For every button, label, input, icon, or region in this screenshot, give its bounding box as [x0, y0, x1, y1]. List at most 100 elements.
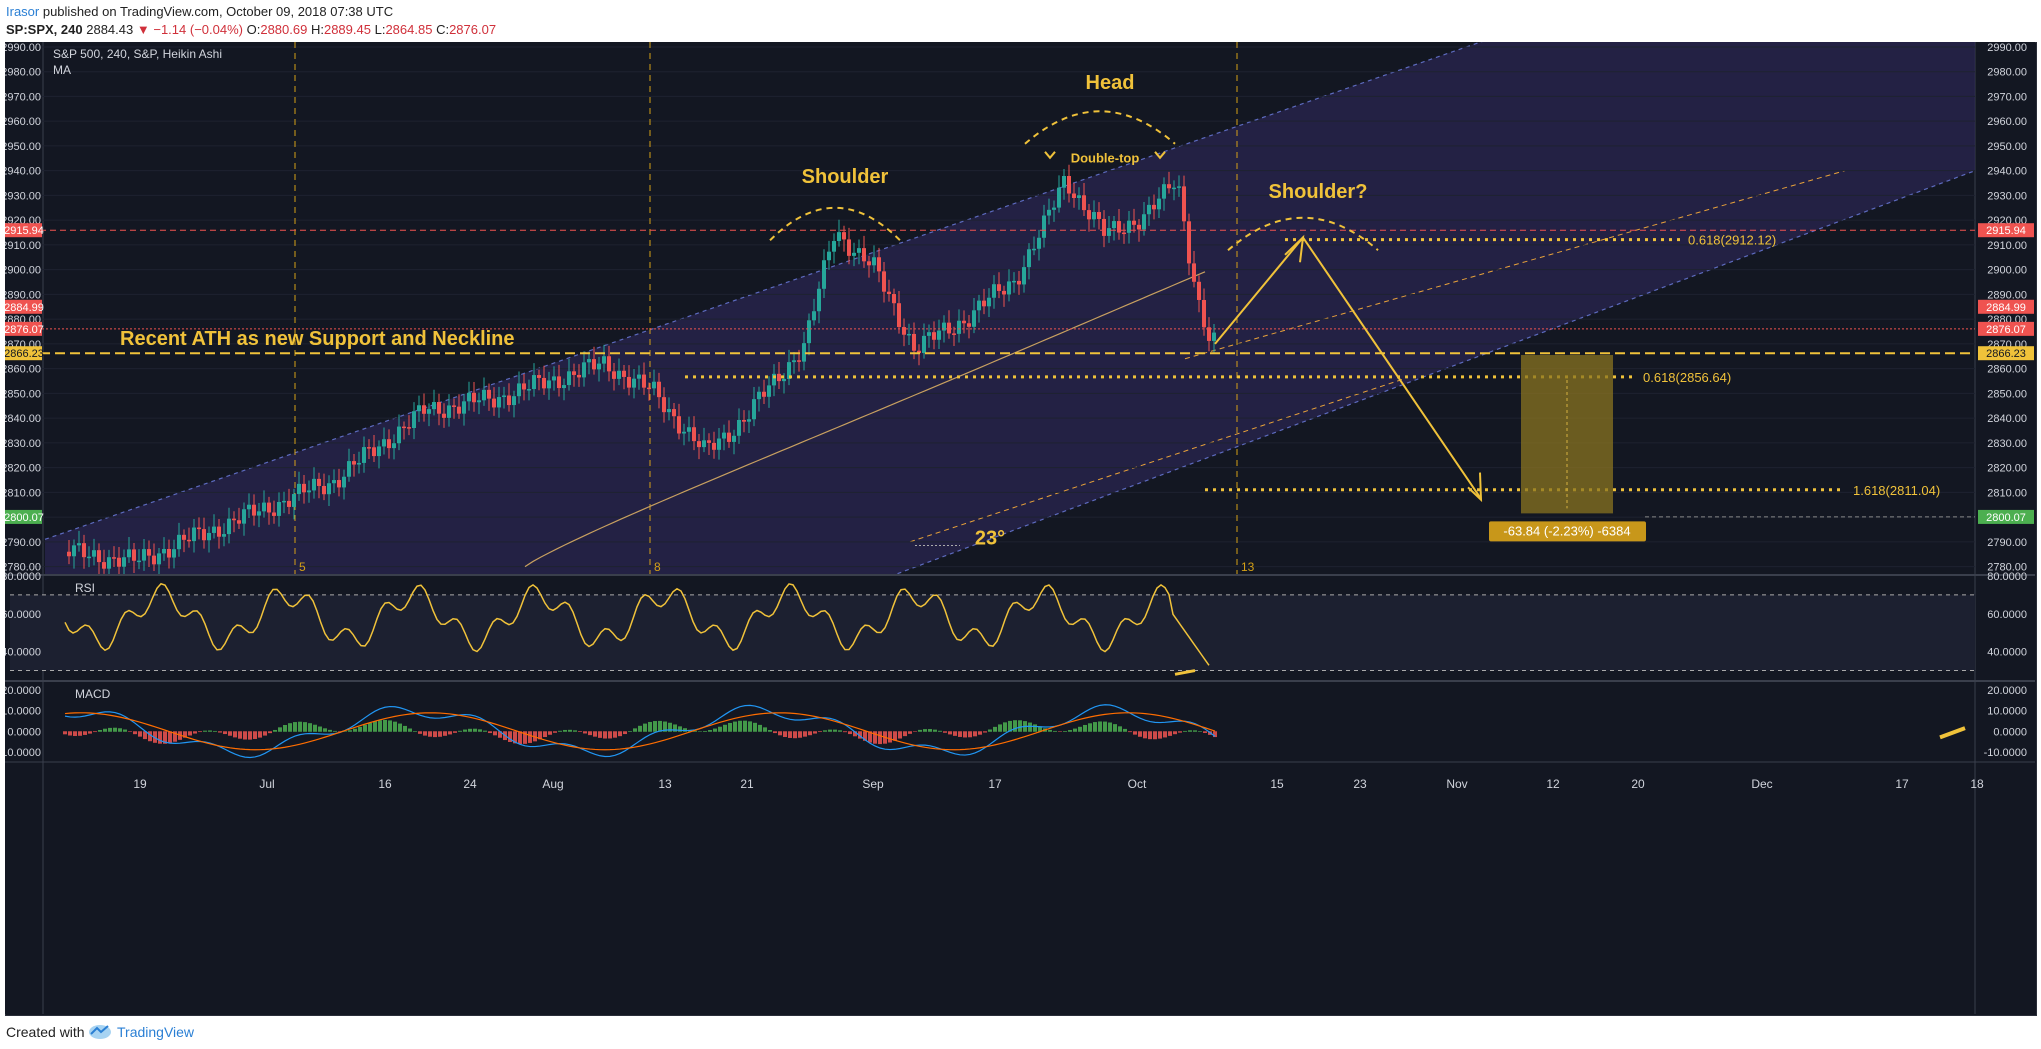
macd-left-tick: 10.0000	[5, 706, 41, 718]
candle-body	[1042, 215, 1046, 238]
candle-body	[1002, 290, 1006, 295]
signal-line	[64, 712, 1216, 751]
left-price-label-bg	[5, 346, 42, 361]
macd-histogram-bar	[493, 731, 497, 736]
candle-body	[347, 461, 351, 477]
candle-body	[912, 333, 916, 351]
candle-body	[107, 557, 111, 569]
macd-histogram-bar	[1068, 730, 1072, 732]
price-pane-content	[10, 42, 1975, 574]
candle-body	[192, 527, 196, 542]
macd-histogram-bar	[488, 731, 492, 734]
candle-body	[212, 526, 216, 533]
left-price-label: 2876.07	[5, 324, 44, 336]
candle-body	[812, 311, 816, 321]
right-axis-tick: 2990.00	[1987, 42, 2027, 54]
candle-body	[712, 442, 716, 450]
candle-body	[952, 333, 956, 335]
candle-body	[582, 362, 586, 378]
candle-body	[1177, 186, 1181, 188]
candle-body	[1167, 184, 1171, 189]
left-price-label-bg	[5, 223, 42, 238]
macd-histogram-bar	[998, 724, 1002, 732]
candle-body	[1052, 207, 1056, 210]
macd-histogram-bar	[248, 731, 252, 740]
candle-body	[1072, 193, 1076, 198]
macd-histogram-bar	[593, 731, 597, 737]
left-axis-tick: 2860.00	[5, 364, 41, 376]
candle-body	[452, 405, 456, 407]
rsi-left-tick: 40.0000	[5, 647, 41, 659]
macd-histogram-bar	[638, 725, 642, 732]
candle-body	[842, 232, 846, 240]
candle-body	[877, 257, 881, 272]
candle-body	[332, 480, 336, 484]
macd-histogram-bar	[418, 731, 422, 734]
macd-histogram-bar	[633, 728, 637, 732]
candle-body	[957, 320, 961, 334]
price-chart[interactable]: 5 8 13 0.618(2912.12) 0.618(2856.64) 1.618(28…	[5, 42, 2035, 1014]
macd-histogram-bar	[943, 731, 947, 733]
macd-histogram-bar	[188, 731, 192, 736]
right-axis-tick: 2910.00	[1987, 240, 2027, 252]
macd-histogram-bar	[838, 730, 842, 732]
macd-histogram-bar	[913, 731, 917, 732]
time-axis-tick: 17	[1895, 777, 1909, 791]
macd-histogram-bar	[133, 731, 137, 735]
candle-body	[682, 431, 686, 434]
macd-histogram-bar	[103, 728, 107, 732]
right-price-label: 2800.07	[1986, 512, 2026, 524]
macd-histogram-bar	[908, 731, 912, 734]
candle-body	[1112, 221, 1116, 229]
candle-body	[737, 419, 741, 436]
macd-histogram-bar	[853, 731, 857, 737]
macd-histogram-bar	[448, 731, 452, 735]
candle-body	[412, 411, 416, 429]
publish-line: Irasor published on TradingView.com, Oct…	[6, 4, 393, 19]
right-axis-tick: 2820.00	[1987, 463, 2027, 475]
candle-body	[962, 320, 966, 324]
macd-histogram-bar	[1103, 721, 1107, 732]
macd-histogram-bar	[1123, 728, 1127, 732]
candle-body	[1037, 237, 1041, 249]
candle-body	[1017, 280, 1021, 285]
candle-body	[317, 478, 321, 486]
tradingview-logo-icon	[89, 1025, 111, 1039]
candle-body	[1057, 187, 1061, 208]
right-shoulder-arc	[1227, 216, 1379, 251]
macd-histogram-bar	[338, 731, 342, 732]
macd-histogram-bar	[618, 731, 622, 737]
candle-body	[792, 360, 796, 363]
time-axis-tick: 20	[1631, 777, 1645, 791]
macd-histogram-bar	[1083, 724, 1087, 732]
moving-average-line	[524, 271, 1206, 568]
macd-left-tick: -10.0000	[5, 747, 41, 759]
candle-body	[447, 405, 451, 418]
macd-histogram-bar	[283, 724, 287, 732]
macd-histogram-bar	[128, 731, 132, 732]
candle-body	[67, 551, 71, 557]
author-link[interactable]: Irasor	[6, 4, 40, 19]
left-price-label-bg	[5, 321, 42, 336]
candle-body	[807, 320, 811, 344]
time-axis-tick: Nov	[1446, 777, 1467, 791]
macd-histogram-bar	[728, 722, 732, 732]
candle-body	[77, 543, 81, 546]
time-axis-tick: 12	[1546, 777, 1560, 791]
time-axis-tick: 23	[1353, 777, 1367, 791]
candle-body	[927, 332, 931, 336]
candle-body	[207, 532, 211, 541]
macd-histogram-bar	[873, 731, 877, 744]
macd-histogram-bar	[813, 731, 817, 734]
candle-body	[637, 374, 641, 379]
candle-body	[597, 363, 601, 370]
candle-body	[382, 439, 386, 447]
tradingview-brand-link[interactable]: TradingView	[117, 1024, 195, 1040]
macd-histogram-bar	[1088, 723, 1092, 732]
left-axis-tick: 2900.00	[5, 265, 41, 277]
left-price-label: 2915.94	[5, 225, 44, 237]
candle-body	[832, 241, 836, 252]
candle-body	[297, 483, 301, 495]
candle-body	[892, 294, 896, 304]
macd-histogram-bar	[378, 720, 382, 732]
